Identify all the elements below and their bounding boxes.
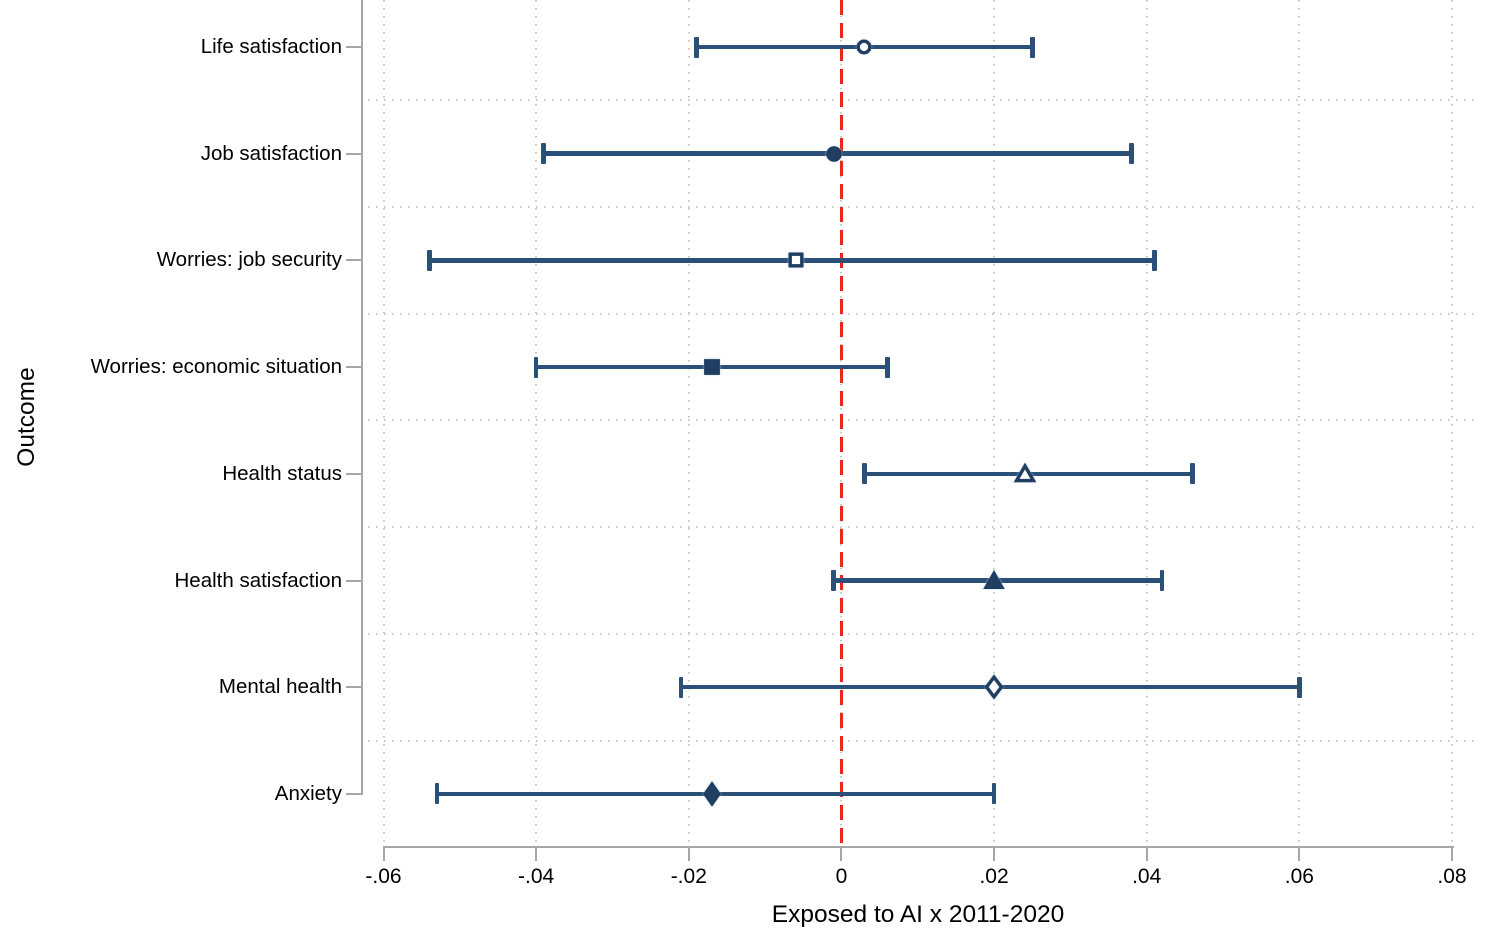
y-category-label: Life satisfaction: [200, 35, 342, 58]
ci-cap: [434, 783, 440, 805]
vertical-gridline: [1145, 0, 1148, 846]
horizontal-gridline: [368, 632, 1474, 635]
y-axis-tick: [346, 366, 363, 369]
zero-reference-line: [839, 0, 844, 846]
x-tick-label: .04: [1132, 865, 1162, 888]
point-marker-diamond-filled: [697, 779, 727, 809]
x-tick-label: .06: [1284, 865, 1314, 888]
y-axis-tick: [346, 472, 363, 475]
x-axis-line: [383, 846, 1454, 849]
ci-cap: [831, 570, 837, 591]
y-axis-tick: [346, 579, 363, 582]
y-category-label: Anxiety: [274, 781, 342, 805]
point-marker-circle-hollow: [849, 32, 879, 62]
horizontal-gridline: [368, 419, 1474, 422]
point-marker-circle-filled: [819, 139, 849, 169]
ci-cap: [862, 463, 867, 485]
x-tick-label: .08: [1437, 865, 1467, 888]
horizontal-gridline: [368, 312, 1474, 315]
point-marker-triangle-filled: [979, 566, 1009, 596]
horizontal-gridline: [368, 526, 1474, 529]
point-marker-diamond-hollow: [979, 672, 1009, 702]
ci-cap: [1029, 36, 1035, 58]
y-category-label: Worries: economic situation: [90, 355, 342, 379]
ci-cap: [884, 356, 890, 378]
point-marker-triangle-hollow: [1010, 459, 1040, 489]
y-axis-line: [360, 0, 363, 795]
ci-cap: [1152, 249, 1157, 271]
y-axis-tick: [346, 152, 363, 155]
ci-cap: [533, 356, 539, 378]
horizontal-gridline: [368, 739, 1474, 742]
vertical-gridline: [1451, 0, 1453, 846]
x-axis-tick: [993, 846, 996, 861]
ci-cap: [1159, 570, 1165, 591]
x-axis-tick: [382, 846, 385, 861]
x-axis-tick: [1298, 846, 1301, 861]
ci-cap: [1129, 143, 1134, 165]
horizontal-gridline: [368, 206, 1474, 209]
horizontal-gridline: [368, 99, 1474, 102]
ci-cap: [1297, 676, 1302, 698]
y-category-label: Mental health: [218, 675, 342, 699]
x-tick-label: -.02: [670, 865, 707, 888]
ci-cap: [694, 36, 699, 58]
x-tick-label: 0: [835, 865, 848, 888]
x-axis-tick: [535, 846, 538, 861]
vertical-gridline: [993, 0, 996, 846]
vertical-gridline: [382, 0, 385, 846]
x-axis-tick: [687, 846, 690, 861]
point-marker-square-hollow: [781, 245, 811, 275]
x-axis-tick: [840, 846, 843, 861]
ci-cap: [678, 676, 684, 698]
x-tick-label: -.06: [365, 865, 402, 888]
y-category-label: Worries: job security: [156, 248, 342, 272]
y-category-label: Job satisfaction: [200, 141, 342, 165]
x-axis-tick: [1451, 846, 1453, 861]
x-tick-label: -.04: [518, 865, 555, 888]
y-category-label: Health satisfaction: [174, 568, 342, 592]
x-axis-tick: [1145, 846, 1148, 861]
x-axis-title: Exposed to AI x 2011-2020: [771, 901, 1065, 928]
x-tick-label: .02: [979, 865, 1009, 888]
point-marker-square-filled: [697, 352, 727, 382]
vertical-gridline: [1298, 0, 1301, 846]
vertical-gridline: [535, 0, 538, 846]
y-axis-tick: [346, 792, 363, 795]
ci-cap: [541, 143, 547, 165]
ci-cap: [991, 783, 997, 805]
y-axis-tick: [346, 686, 363, 689]
ci-cap: [1190, 463, 1195, 485]
y-axis-tick: [346, 259, 363, 262]
y-category-label: Health status: [222, 461, 342, 485]
y-axis-tick: [346, 46, 363, 48]
ci-cap: [426, 249, 432, 271]
vertical-gridline: [687, 0, 690, 846]
